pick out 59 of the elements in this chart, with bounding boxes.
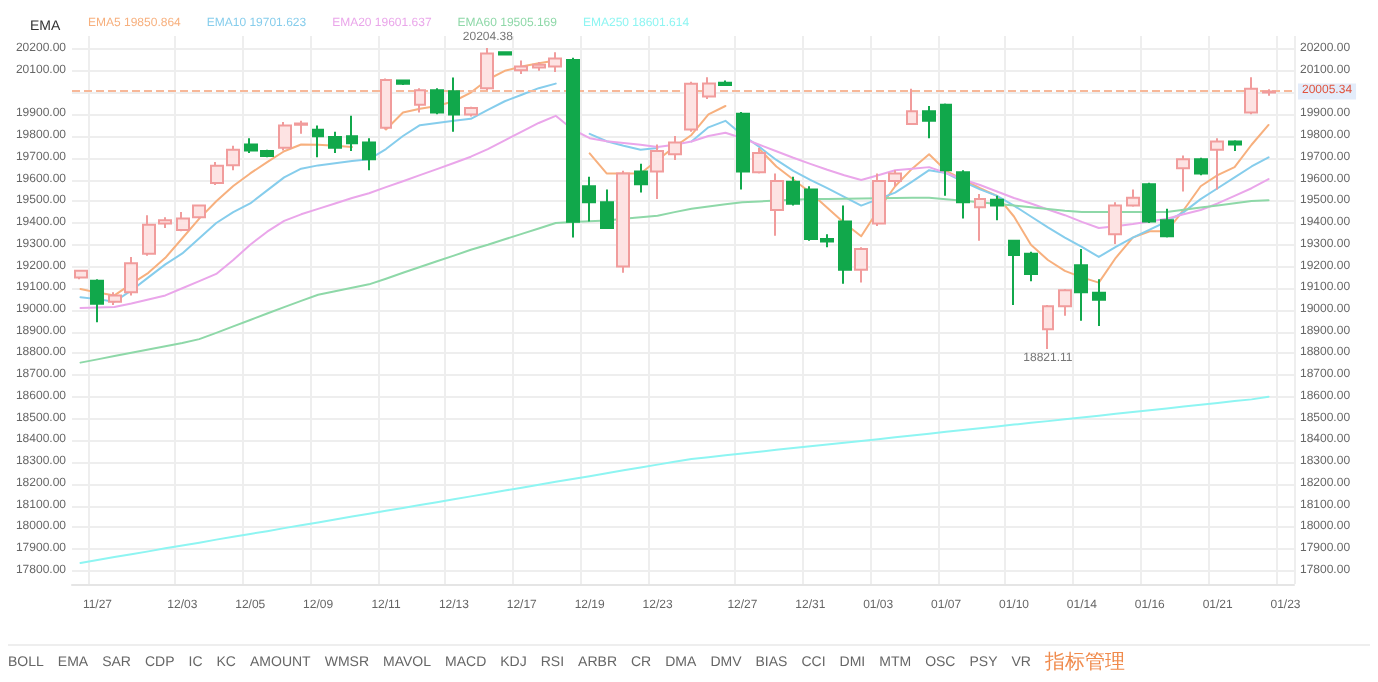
candlestick: [1210, 137, 1224, 191]
candlestick: [854, 246, 868, 284]
candlestick: [1074, 248, 1088, 322]
line-series: [79, 395, 1270, 564]
candlestick: [480, 47, 494, 92]
candlestick: [90, 278, 104, 324]
candlestick: [634, 162, 648, 194]
candlestick: [1160, 207, 1174, 239]
candlestick: [770, 172, 784, 237]
candlestick: [380, 77, 392, 131]
candlestick: [158, 216, 172, 230]
candlestick: [906, 87, 918, 126]
line-series: [79, 114, 1270, 310]
candlestick: [990, 194, 1004, 222]
candlestick: [1092, 278, 1106, 328]
candlestick: [362, 137, 376, 172]
candlestick: [498, 50, 512, 57]
candlestick: [1042, 304, 1054, 350]
candlestick: [940, 102, 952, 197]
candlestick: [752, 146, 766, 175]
candlestick: [922, 105, 936, 140]
candlestick: [650, 143, 664, 201]
candlestick: [838, 204, 852, 285]
candlestick: [142, 214, 156, 257]
candlestick: [108, 291, 122, 306]
line-series: [79, 196, 1270, 364]
candlestick: [1142, 181, 1156, 225]
candlestick: [1126, 188, 1140, 208]
text: 指标管理: [1044, 649, 1125, 676]
candlestick: [1108, 201, 1122, 246]
candlestick: [1024, 250, 1038, 283]
candlestick: [1194, 156, 1208, 177]
candlestick: [430, 87, 444, 116]
candlestick: [956, 169, 970, 220]
candlestick: [616, 169, 630, 274]
candlestick: [396, 78, 410, 86]
candlestick: [328, 130, 342, 154]
candlestick: [1244, 76, 1258, 116]
candlestick: [1176, 154, 1190, 193]
candlestick: [668, 135, 682, 161]
candlestick: [312, 124, 324, 159]
candlestick: [74, 268, 88, 281]
candlestick: [1228, 139, 1242, 153]
candlestick: [448, 76, 460, 133]
candlestick: [414, 87, 426, 114]
candlestick: [718, 79, 732, 88]
candlestick: [346, 114, 358, 153]
candlestick: [464, 105, 478, 118]
candlestick: [514, 59, 528, 76]
candlestick: [702, 76, 716, 101]
candlestick: [600, 188, 614, 230]
candlestick: [124, 255, 138, 297]
candlestick: [1008, 239, 1020, 306]
candlestick: [684, 80, 698, 133]
candlestick: [786, 175, 800, 207]
candlestick: [1262, 88, 1276, 97]
candlestick: [1058, 287, 1072, 317]
candlestick: [974, 192, 986, 242]
candlestick: [736, 111, 750, 191]
